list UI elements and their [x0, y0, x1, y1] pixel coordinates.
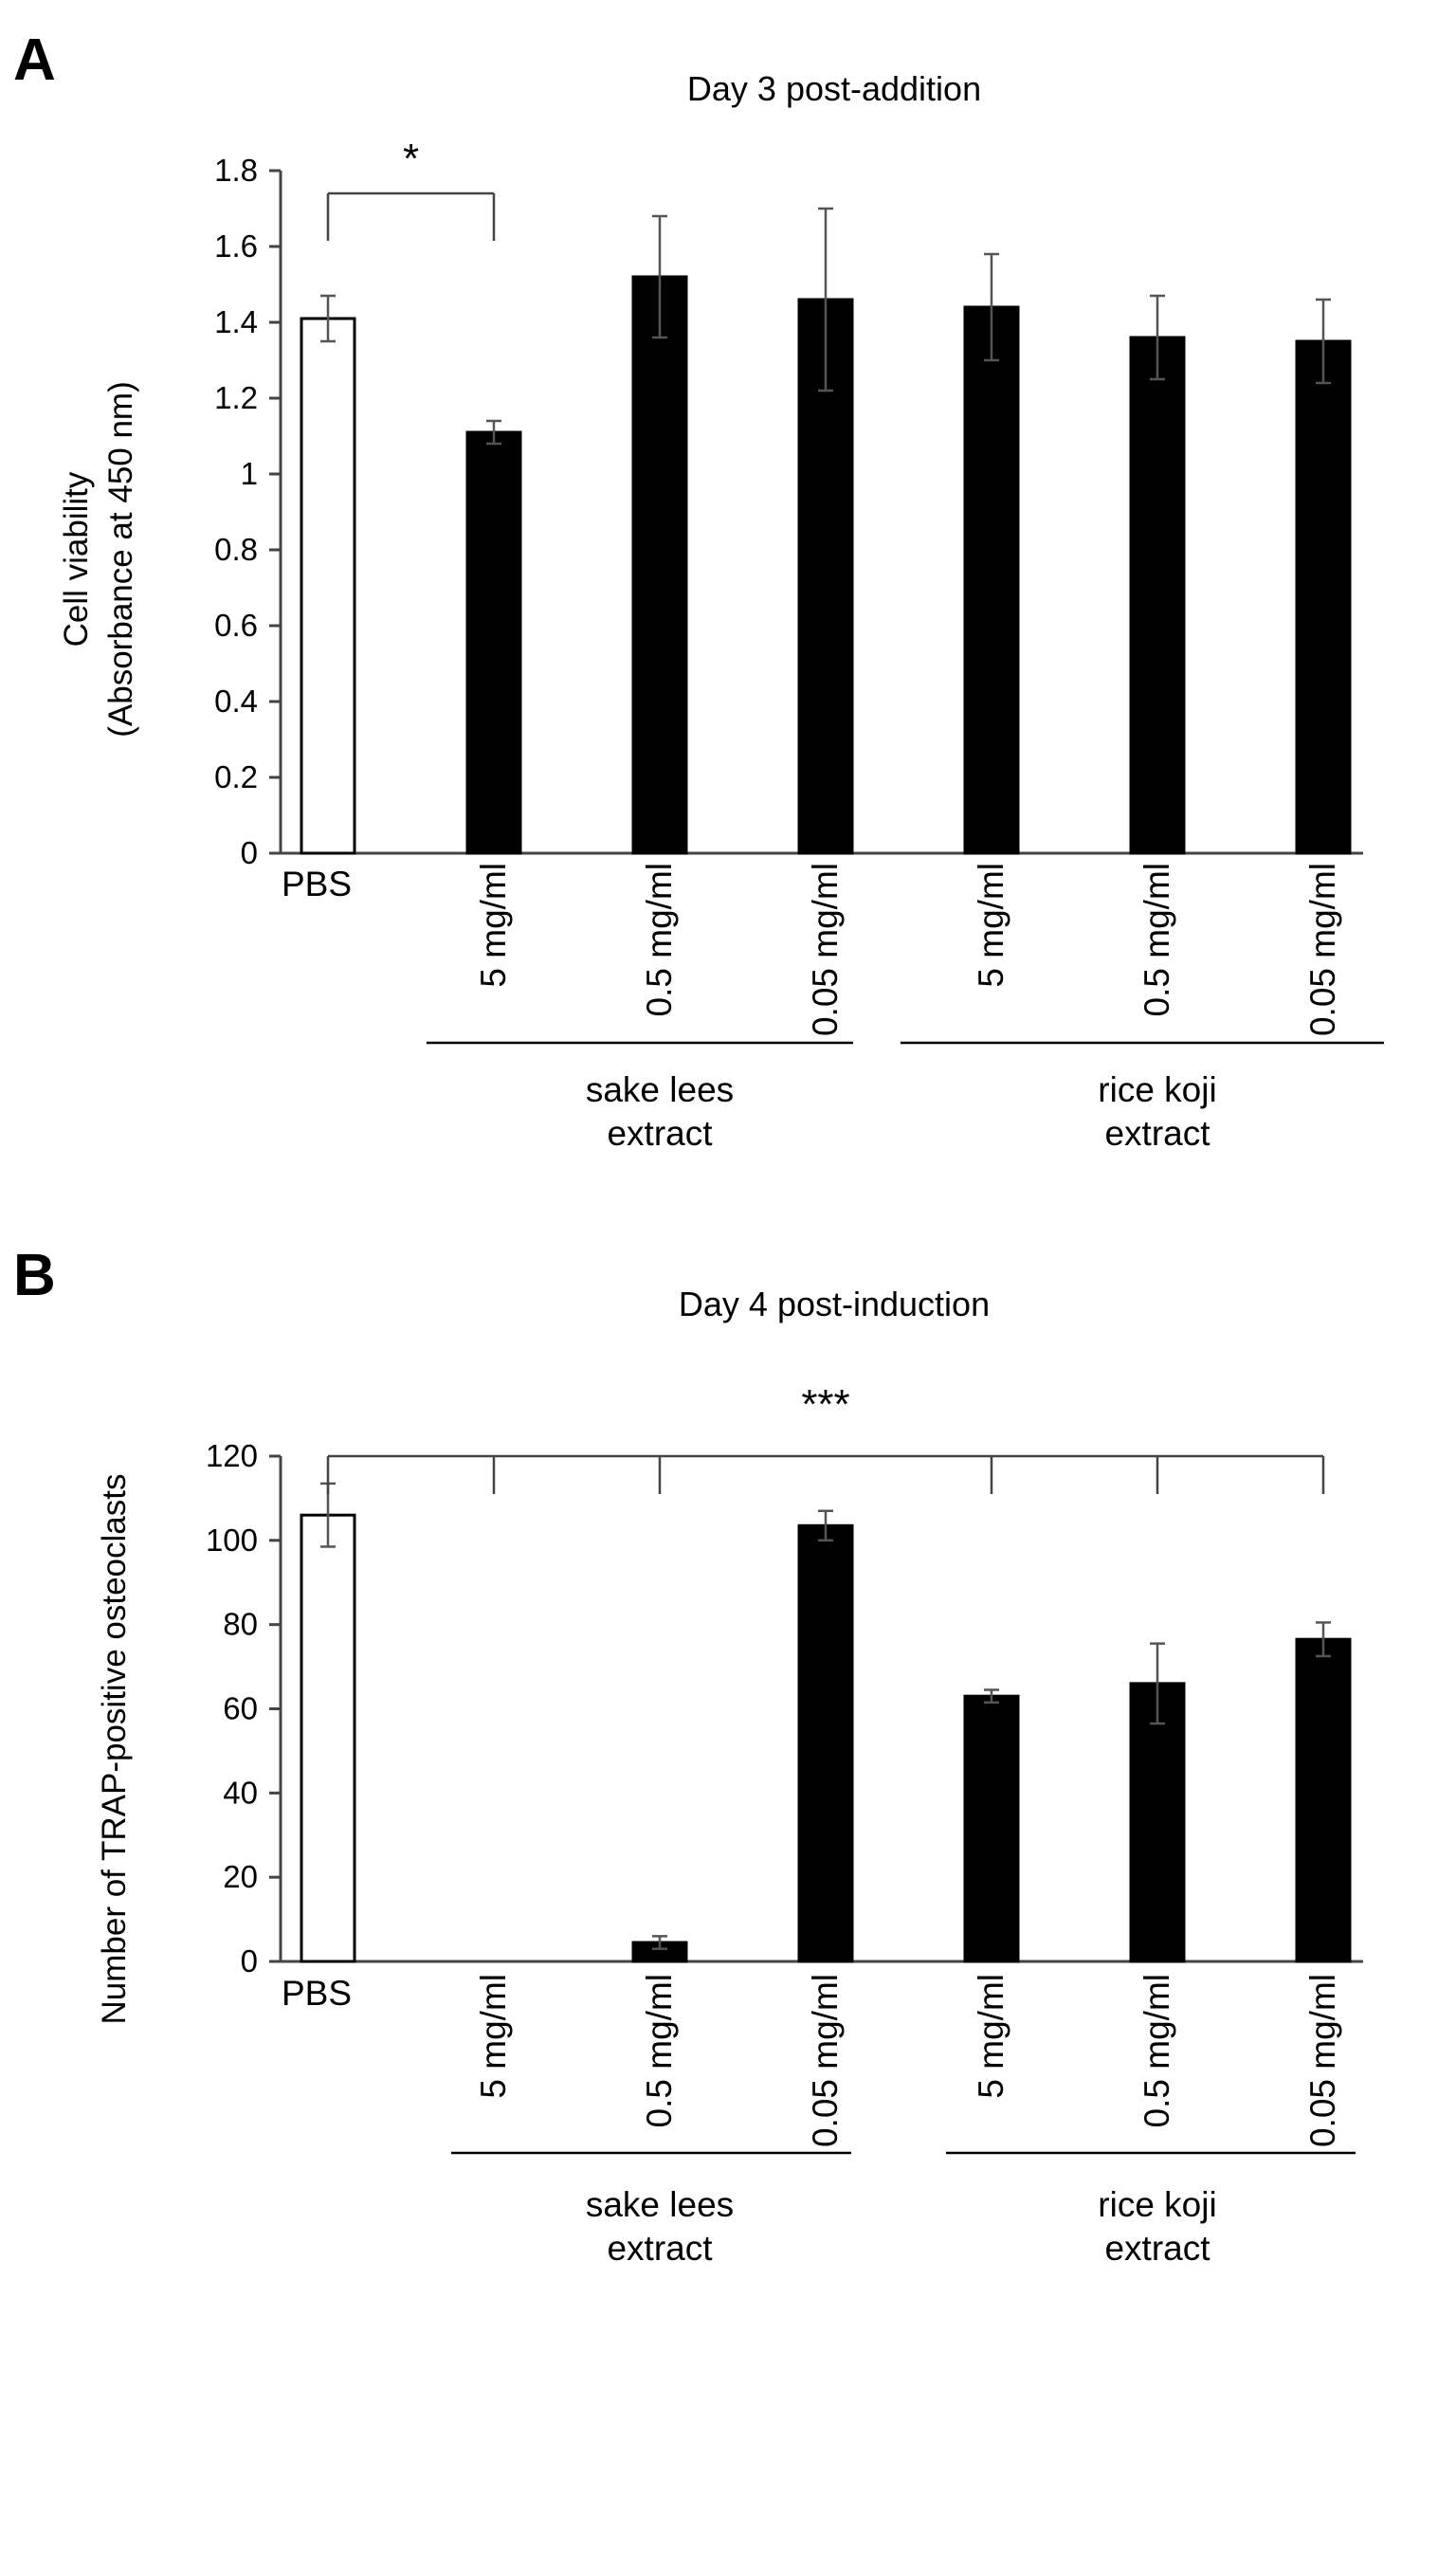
panel-a-group-label: extract [607, 1114, 713, 1153]
panel-b-y-tick-label: 60 [223, 1691, 258, 1726]
panel-a-group-labels: sake lees extract rice koji extract [427, 1041, 1384, 1153]
panel-a-bar [300, 317, 356, 855]
panel-b-group-label: extract [1104, 2229, 1210, 2268]
panel-b-bar [797, 1523, 854, 1963]
panel-a-bar [1295, 339, 1352, 855]
panel-a-category-label: 0.5 mg/ml [1138, 863, 1176, 1016]
panel-a-significance: * [326, 136, 496, 241]
panel-b-ylabel: Number of TRAP-positive osteoclasts [96, 1474, 133, 2025]
panel-a-category-label: 5 mg/ml [972, 863, 1010, 988]
panel-b-bar [963, 1694, 1020, 1963]
panel-a-bars [300, 207, 1352, 855]
panel-b-significance: *** [326, 1381, 1325, 1494]
panel-a-y-tick-label: 1.4 [214, 304, 258, 339]
panel-a: A Day 3 post-addition Cell viability (Ab… [13, 27, 1384, 1153]
panel-b-category-label: PBS [282, 1974, 352, 2013]
panel-a-bar [963, 305, 1020, 855]
panel-b-group-label: extract [607, 2229, 713, 2268]
panel-a-axes: 0 0.2 0.4 0.6 0.8 1 1.2 1.4 1.6 1.8 [214, 153, 1363, 870]
panel-b-significance-label: *** [801, 1381, 849, 1428]
panel-b-category-label: 0.05 mg/ml [1303, 1974, 1342, 2147]
panel-a-title: Day 3 post-addition [687, 69, 981, 108]
panel-a-category-label: PBS [282, 865, 352, 903]
panel-b-y-tick-label: 120 [206, 1438, 258, 1473]
panel-a-group-label: sake lees [586, 1070, 734, 1109]
panel-a-category-label: 0.05 mg/ml [1303, 863, 1342, 1036]
panel-b-bars [300, 1482, 1352, 1963]
panel-a-group-label: rice koji [1098, 1070, 1216, 1109]
panel-b-bar [1129, 1682, 1186, 1963]
panel-a-category-label: 0.5 mg/ml [640, 863, 679, 1016]
panel-a-y-tick-label: 1.2 [214, 380, 258, 415]
panel-a-bar [631, 275, 688, 855]
panel-a-category-label: 0.05 mg/ml [806, 863, 845, 1036]
panel-a-y-tick-label: 0 [241, 835, 258, 870]
panel-b-y-tick-label: 100 [206, 1523, 258, 1558]
panel-b-y-tick-label: 80 [223, 1607, 258, 1642]
panel-b-category-label: 5 mg/ml [972, 1974, 1010, 2099]
panel-b-bar [300, 1513, 356, 1963]
panel-b-y-tick-label: 0 [241, 1943, 258, 1979]
panel-b-letter: B [13, 1243, 56, 1308]
panel-b-group-label: sake lees [586, 2185, 734, 2224]
panel-a-bar [1129, 336, 1186, 855]
panel-b-y-tick-label: 40 [223, 1775, 258, 1810]
panel-a-y-tick-label: 1.6 [214, 228, 258, 264]
panel-a-y-tick-label: 1.8 [214, 153, 258, 188]
panel-a-bar [465, 430, 522, 855]
panel-a-group-label: extract [1104, 1114, 1210, 1153]
panel-b-category-label: 0.5 mg/ml [1138, 1974, 1176, 2127]
panel-a-category-label: 5 mg/ml [474, 863, 513, 988]
panel-b-category-label: 0.05 mg/ml [806, 1974, 845, 2147]
panel-a-y-tick-label: 0.4 [214, 684, 258, 719]
panel-a-significance-label: * [403, 136, 419, 182]
panel-b-group-label: rice koji [1098, 2185, 1216, 2224]
panel-b-axes: 0 20 40 60 80 100 120 [206, 1438, 1363, 1979]
panel-b: B Day 4 post-induction Number of TRAP-po… [13, 1243, 1363, 2268]
panel-b-category-label: 0.5 mg/ml [640, 1974, 679, 2127]
panel-a-y-tick-label: 1 [241, 456, 258, 491]
panel-a-ylabel-line-1: Cell viability [58, 471, 95, 647]
panel-a-y-tick-label: 0.2 [214, 759, 258, 794]
panel-a-ylabel-line-2: (Absorbance at 450 nm) [102, 381, 139, 737]
panel-a-y-tick-label: 0.8 [214, 532, 258, 567]
panel-b-category-label: 5 mg/ml [474, 1974, 513, 2099]
panel-b-group-labels: sake lees extract rice koji extract [451, 2151, 1356, 2268]
panel-b-category-labels: PBS 5 mg/ml 0.5 mg/ml 0.05 mg/ml 5 mg/ml 0.5 … [282, 1974, 1342, 2147]
panel-a-letter: A [13, 27, 56, 93]
panel-a-y-tick-label: 0.6 [214, 608, 258, 643]
panel-b-title: Day 4 post-induction [679, 1285, 990, 1323]
panel-a-category-labels: PBS 5 mg/ml 0.5 mg/ml 0.05 mg/ml 5 mg/ml 0.5 … [282, 863, 1342, 1036]
panel-b-bar [1295, 1637, 1352, 1963]
panel-b-y-tick-label: 20 [223, 1859, 258, 1894]
